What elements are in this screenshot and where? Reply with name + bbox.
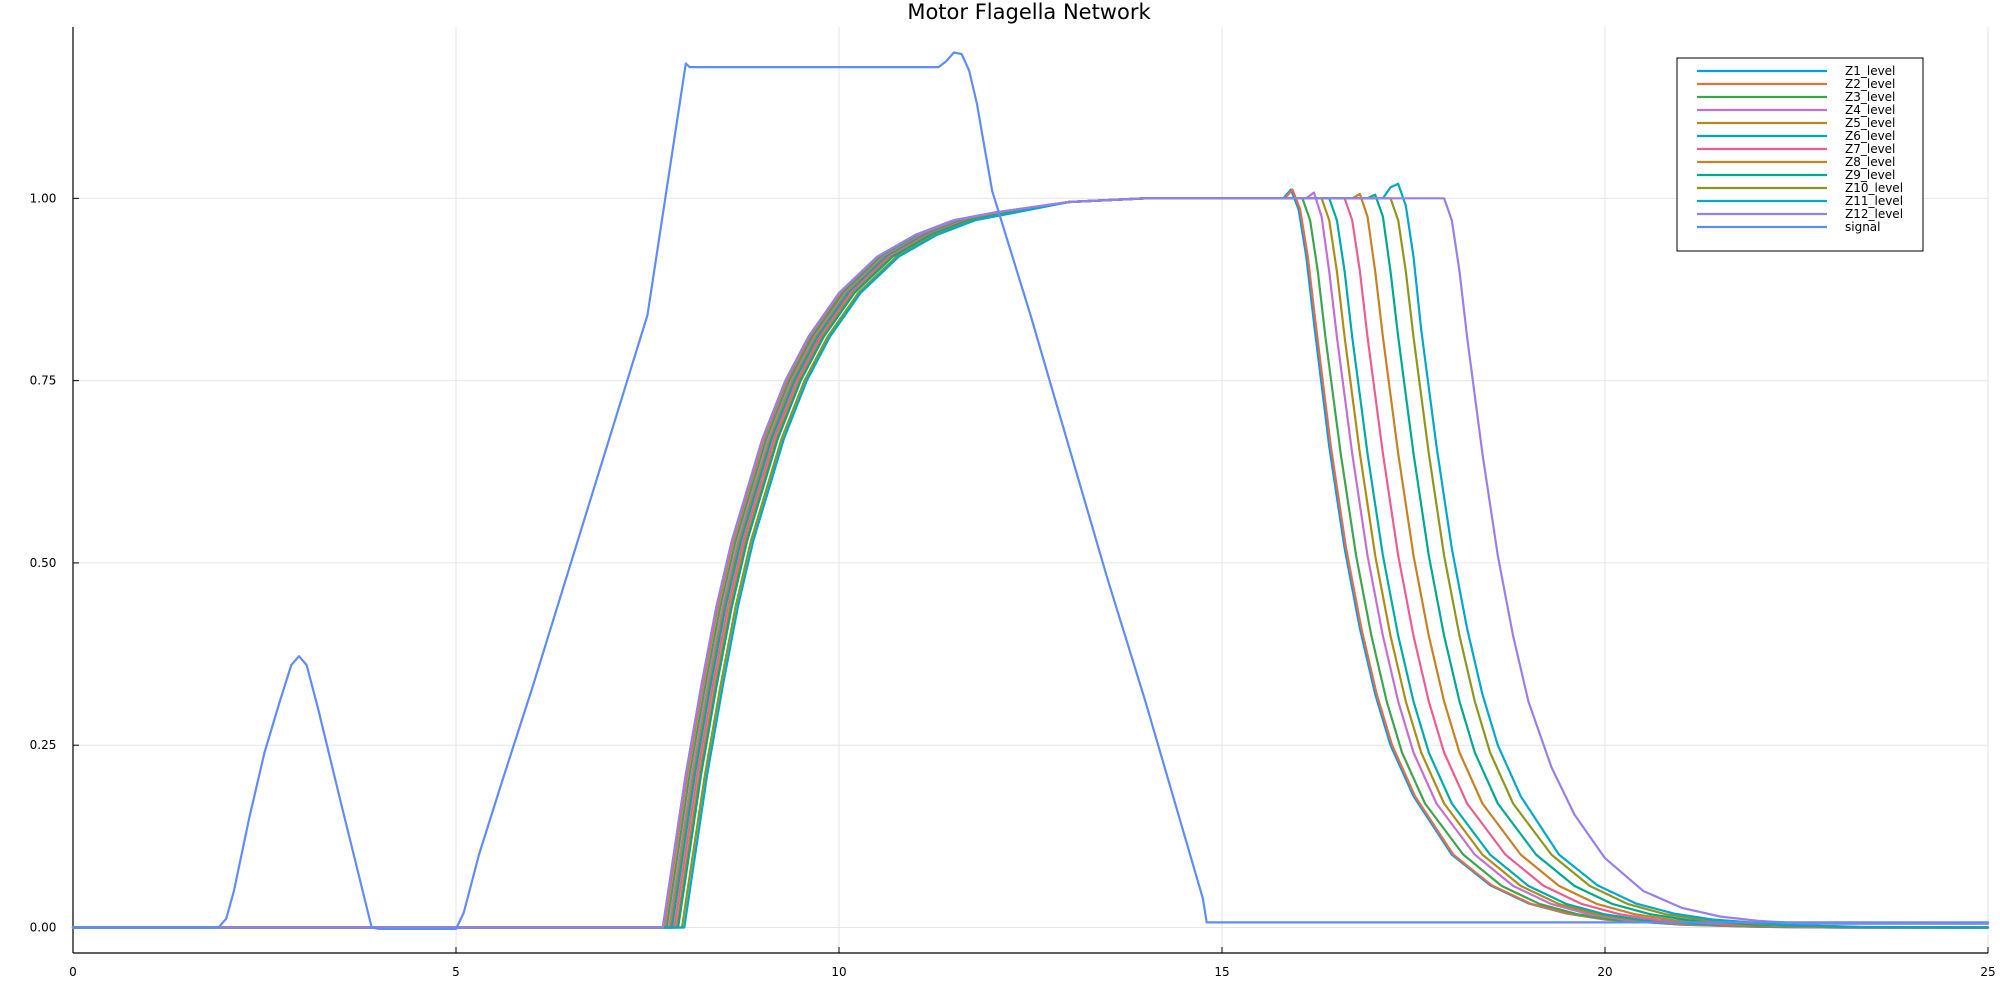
legend-box bbox=[1676, 57, 1924, 252]
legend-label-z3-level: Z3_level bbox=[1845, 90, 1895, 104]
y-tick-label-2: 0.50 bbox=[30, 556, 57, 570]
y-tick-label-3: 0.75 bbox=[30, 374, 57, 388]
series-line-z12-level bbox=[71, 197, 1990, 929]
series-line-signal bbox=[71, 51, 1990, 931]
x-tick-label-2: 10 bbox=[831, 965, 846, 979]
legend: Z1_levelZ2_levelZ3_levelZ4_levelZ5_level… bbox=[1676, 57, 1924, 252]
y-tick-label-0: 0.00 bbox=[30, 920, 57, 934]
x-tick-label-5: 25 bbox=[1980, 965, 1995, 979]
legend-label-z7-level: Z7_level bbox=[1845, 142, 1895, 156]
x-tick-label-1: 5 bbox=[452, 965, 460, 979]
chart-title: Motor Flagella Network bbox=[907, 0, 1151, 24]
legend-label-z1-level: Z1_level bbox=[1845, 64, 1895, 78]
legend-label-z4-level: Z4_level bbox=[1845, 103, 1895, 117]
legend-label-z5-level: Z5_level bbox=[1845, 116, 1895, 130]
y-tick-label-1: 0.25 bbox=[30, 738, 57, 752]
legend-label-z2-level: Z2_level bbox=[1845, 77, 1895, 91]
x-tick-label-3: 15 bbox=[1214, 965, 1229, 979]
legend-label-z10-level: Z10_level bbox=[1845, 181, 1903, 195]
tick-labels: 0 5 10 15 20 25 0.00 0.25 0.50 0.75 1.00 bbox=[30, 191, 1996, 979]
grid bbox=[72, 27, 1989, 953]
legend-label-z12-level: Z12_level bbox=[1845, 207, 1903, 221]
legend-label-z6-level: Z6_level bbox=[1845, 129, 1895, 143]
legend-label-z8-level: Z8_level bbox=[1845, 155, 1895, 169]
series-lines bbox=[71, 51, 1990, 931]
y-tick-label-4: 1.00 bbox=[30, 191, 57, 205]
legend-label-z9-level: Z9_level bbox=[1845, 168, 1895, 182]
axes bbox=[72, 27, 1988, 954]
x-tick-label-4: 20 bbox=[1597, 965, 1612, 979]
legend-label-signal: signal bbox=[1845, 220, 1881, 234]
legend-label-z11-level: Z11_level bbox=[1845, 194, 1903, 208]
x-tick-label-0: 0 bbox=[69, 965, 77, 979]
